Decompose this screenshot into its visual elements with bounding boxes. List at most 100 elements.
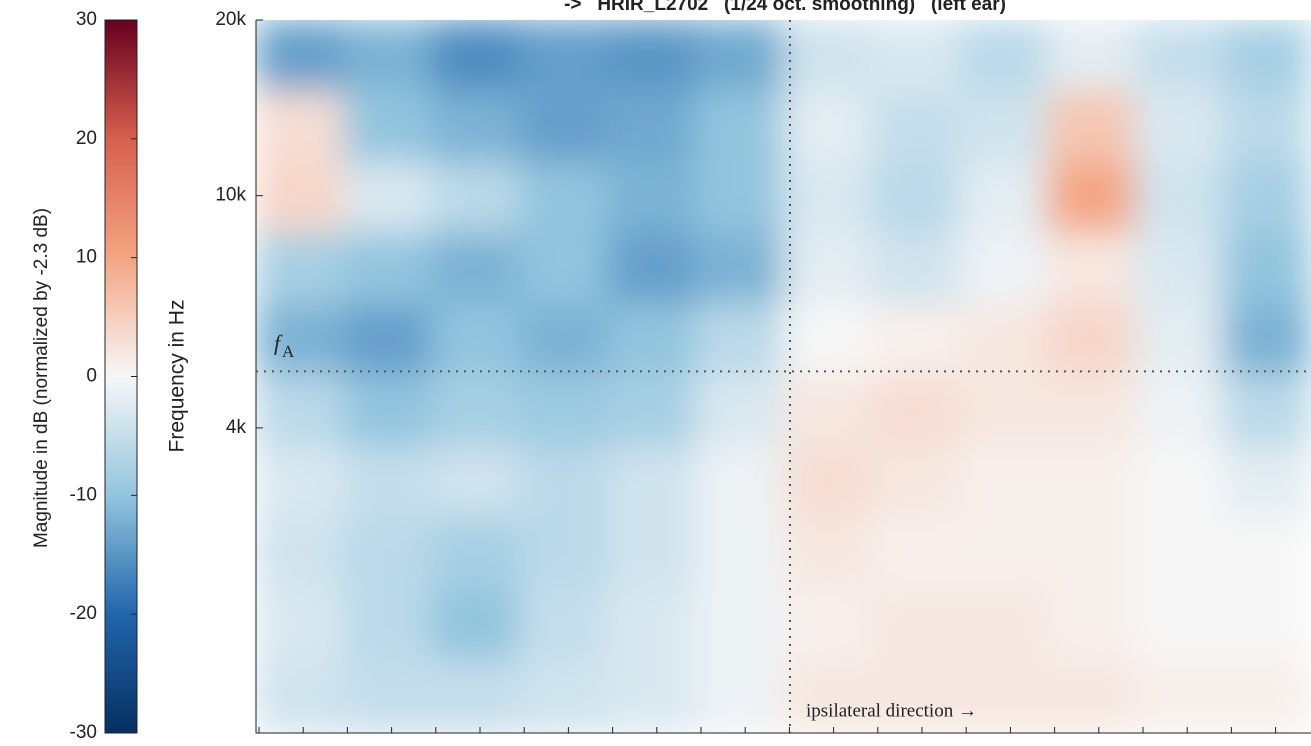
heatmap-cell [607,90,697,163]
heatmap-cell [1046,659,1136,733]
heatmap-cell [1134,659,1224,733]
x-ticks [258,727,1277,733]
heatmap-cell [695,303,784,376]
heatmap-cell [607,659,697,733]
heatmap-cell [607,374,697,448]
y-tick-label: 20k [215,9,246,30]
heatmap-cell [695,588,784,661]
heatmap-cell [1046,20,1136,92]
heatmap-cell [695,446,784,519]
heatmap-cell [1134,161,1224,234]
heatmap-cell [607,588,697,661]
heatmap-cell [519,161,609,234]
heatmap-cell [695,20,784,92]
heatmap-cell [256,232,345,305]
y-axis-label: Frequency in Hz [166,300,189,453]
heatmap-cell [1134,446,1224,519]
heatmap-cell [1222,232,1311,305]
heatmap-cell [783,90,872,163]
heatmap-cell [695,517,784,590]
heatmap-cell [1134,517,1224,590]
heatmap-cell [519,232,609,305]
heatmap-cell [783,517,872,590]
heatmap-cell [870,90,960,163]
heatmap-cell [870,232,960,305]
heatmap-cell [1134,374,1224,448]
heatmap-cell [1222,588,1311,661]
heatmap-cell [607,232,697,305]
heatmap-cell [519,659,609,733]
heatmap-cell [783,374,872,448]
heatmap-cell [870,659,960,733]
heatmap-cell [1134,232,1224,305]
heatmap-cell [958,517,1048,590]
heatmap-cell [343,232,433,305]
heatmap-cell [607,517,697,590]
heatmap-cell [431,232,521,305]
heatmap-cell [695,90,784,163]
heatmap-cell [1134,20,1224,92]
heatmap-cell [519,20,609,92]
heatmap-cell [519,303,609,376]
heatmap-cell [870,374,960,448]
heatmap-cell [783,303,872,376]
heatmap-cell [1046,303,1136,376]
chart-title: -> HRIR_L2702 (1/24 oct. smoothing) (lef… [564,0,1006,15]
heatmap-cell [607,446,697,519]
heatmap-cell [958,659,1048,733]
heatmap-cell [256,20,345,92]
heatmap-cell [783,20,872,92]
heatmap-cell [431,20,521,92]
heatmap-cell [343,90,433,163]
heatmap-cell [431,303,521,376]
y-tick-label: 4k [226,417,247,438]
heatmap-cell [343,659,433,733]
heatmap-cell [1222,659,1311,733]
heatmap-cell [607,161,697,234]
heatmap-cell [519,374,609,448]
heatmap-cell [343,374,433,448]
heatmap-cell [1222,20,1311,92]
heatmap-cell [343,588,433,661]
heatmap-cell [343,303,433,376]
heatmap-cell [1134,588,1224,661]
heatmap-cell [1046,446,1136,519]
heatmap-cell [870,446,960,519]
heatmap-cell [870,303,960,376]
heatmap-cell [695,374,784,448]
ipsilateral-label: ipsilateral direction → [806,700,977,721]
colorbar-tick-label: -30 [70,722,97,743]
heatmap-cell [870,517,960,590]
heatmap-cell [1222,374,1311,448]
heatmap-cell [783,588,872,661]
heatmap-cell [519,588,609,661]
heatmap-cell [695,161,784,234]
heatmap-cell [256,303,345,376]
heatmap-cell [607,20,697,92]
colorbar-tick-label: 20 [76,128,97,149]
heatmap-cell [1222,303,1311,376]
heatmap-cell [1046,90,1136,163]
colorbar-tick-label: 30 [76,9,97,30]
heatmap-cell [958,20,1048,92]
heatmap-cell [870,161,960,234]
heatmap-cell [958,446,1048,519]
heatmap-cell [343,517,433,590]
heatmap-cell [783,232,872,305]
heatmap-cell [695,232,784,305]
heatmap-cell [1046,161,1136,234]
heatmap-cell [431,374,521,448]
heatmap-cell [607,303,697,376]
heatmap-cell [256,90,345,163]
heatmap-cell [1222,90,1311,163]
fA-symbol: f [274,330,283,355]
heatmap [256,20,1311,733]
heatmap-cell [1046,232,1136,305]
heatmap-cell [1046,517,1136,590]
heatmap-cell [958,588,1048,661]
heatmap-cell [870,20,960,92]
heatmap-cell [958,90,1048,163]
heatmap-cell [783,659,872,733]
heatmap-cell [783,161,872,234]
plot-frame [255,20,1311,734]
